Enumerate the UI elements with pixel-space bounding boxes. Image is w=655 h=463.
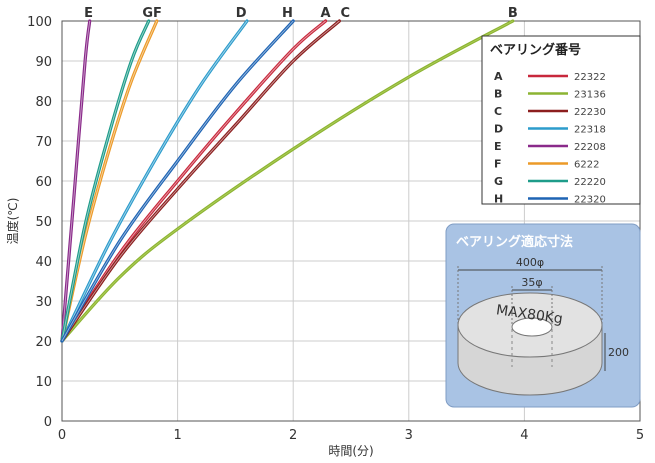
legend-key: C [494, 105, 502, 118]
x-tick-label: 0 [58, 428, 66, 443]
y-tick-label: 80 [35, 95, 52, 110]
legend-key: H [494, 193, 503, 206]
legend-part-number: 22230 [574, 107, 606, 118]
series-line-e [61, 20, 91, 342]
legend: ベアリング番号 A 22322 B 23136 C 22230 D 22318 E 22208 F 6… [481, 35, 641, 206]
curve-labels: E GF D H A C B [84, 6, 518, 21]
x-tick-label: 2 [289, 428, 297, 443]
y-tick-label: 40 [35, 255, 52, 270]
series-line-h [61, 20, 294, 342]
legend-key: F [494, 158, 502, 171]
series-line-g [61, 20, 150, 342]
y-tick-label: 70 [35, 135, 52, 150]
y-tick-label: 30 [35, 295, 52, 310]
legend-box [481, 35, 641, 205]
bearing-dimension-inset: ベアリング適応寸法 400φ 35φ MAX80Kg 200 [445, 223, 641, 408]
series-group [60, 19, 515, 343]
curve-label: B [508, 6, 518, 21]
x-tick-label: 1 [173, 428, 181, 443]
y-axis-label: 温度(℃) [5, 198, 20, 245]
y-tick-label: 0 [44, 415, 52, 430]
legend-key: D [494, 123, 503, 136]
legend-part-number: 22220 [574, 177, 606, 188]
legend-items: A 22322 B 23136 C 22230 D 22318 E 22208 F 6222 G 2222… [494, 70, 606, 206]
x-tick-label: 3 [405, 428, 413, 443]
legend-part-number: 22322 [574, 72, 606, 83]
y-tick-label: 90 [35, 55, 52, 70]
legend-key: B [494, 88, 502, 101]
y-tick-label: 100 [27, 15, 52, 30]
legend-key: G [494, 175, 503, 188]
inset-title: ベアリング適応寸法 [456, 234, 573, 250]
legend-part-number: 22318 [574, 125, 606, 136]
series-line-c [61, 20, 340, 342]
legend-part-number: 6222 [574, 160, 599, 171]
y-tick-label: 60 [35, 175, 52, 190]
height-label: 200 [608, 346, 629, 359]
curve-label: D [236, 6, 247, 21]
x-tick-label: 4 [520, 428, 528, 443]
legend-part-number: 23136 [574, 90, 606, 101]
legend-part-number: 22320 [574, 195, 606, 206]
legend-title: ベアリング番号 [490, 42, 581, 58]
legend-part-number: 22208 [574, 142, 606, 153]
curve-label: C [340, 6, 350, 21]
legend-key: A [494, 70, 503, 83]
x-tick-label: 5 [636, 428, 644, 443]
outer-diameter-label: 400φ [516, 256, 544, 269]
curve-label: GF [142, 6, 162, 21]
curve-label: H [282, 6, 293, 21]
series-line-b [61, 20, 514, 342]
y-tick-label: 50 [35, 215, 52, 230]
series-line-a [61, 20, 326, 342]
y-tick-label: 20 [35, 335, 52, 350]
legend-key: E [494, 140, 502, 153]
series-line-d [61, 20, 248, 342]
y-tick-label: 10 [35, 375, 52, 390]
x-axis-label: 時間(分) [328, 444, 373, 458]
inner-diameter-label: 35φ [521, 276, 542, 289]
curve-label: A [321, 6, 331, 21]
bearing-disc-illustration [457, 266, 606, 396]
plot-frame [61, 20, 641, 422]
curve-label: E [84, 6, 93, 21]
disc-hole [511, 317, 553, 337]
